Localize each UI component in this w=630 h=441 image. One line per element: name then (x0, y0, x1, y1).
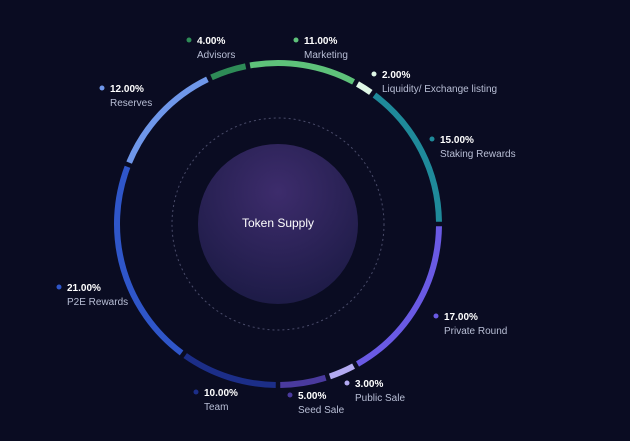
value-label: 17.00% (444, 312, 478, 323)
category-label: Liquidity/ Exchange listing (382, 84, 497, 95)
value-label: 12.00% (110, 84, 144, 95)
donut-segment (356, 226, 442, 367)
category-label: Seed Sale (298, 405, 345, 416)
category-label: Advisors (197, 50, 235, 61)
donut-segment (356, 81, 373, 95)
donut-segment (280, 374, 327, 388)
inner-ring (171, 117, 385, 331)
value-label: 2.00% (382, 70, 410, 81)
value-label: 10.00% (204, 388, 238, 399)
value-label: 5.00% (298, 391, 326, 402)
value-label: 15.00% (440, 135, 474, 146)
donut-segment (210, 63, 247, 81)
legend-dot (56, 284, 62, 290)
legend-dot (287, 392, 293, 398)
legend-dot (193, 389, 199, 395)
center-circle (198, 144, 358, 304)
legend-dot (293, 37, 299, 43)
legend-dot (99, 85, 105, 91)
donut-segment (372, 92, 442, 222)
category-label: Team (204, 402, 228, 413)
donut-segment (126, 76, 209, 164)
category-label: Private Round (444, 326, 507, 337)
category-label: P2E Rewards (67, 297, 128, 308)
legend-dot (344, 380, 350, 386)
donut-segment (249, 60, 355, 85)
value-label: 4.00% (197, 36, 225, 47)
legend-dot (433, 313, 439, 319)
category-label: Marketing (304, 50, 348, 61)
value-label: 11.00% (304, 36, 337, 47)
legend-dot (429, 136, 435, 142)
donut-segment (114, 165, 184, 356)
value-label: 21.00% (67, 283, 101, 294)
category-label: Staking Rewards (440, 149, 516, 160)
legend-dot (371, 71, 377, 77)
donut-segment (183, 353, 276, 388)
center-label: Token Supply (242, 216, 314, 230)
value-label: 3.00% (355, 379, 383, 390)
category-label: Public Sale (355, 393, 405, 404)
category-label: Reserves (110, 98, 152, 109)
legend-dot (186, 37, 192, 43)
donut-segment (328, 363, 355, 380)
